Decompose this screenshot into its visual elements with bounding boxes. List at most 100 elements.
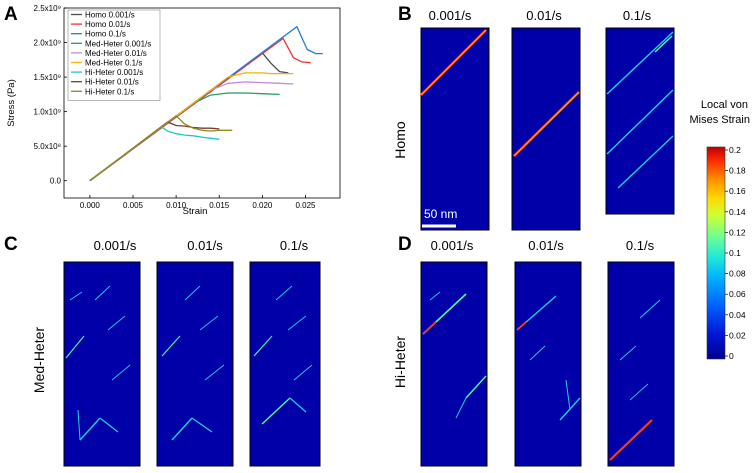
colorbar-title-line1: Local von [701,99,748,111]
y-tick-label: 2.5x10⁹ [34,4,61,13]
snapshot-homo-0001 [420,27,490,231]
legend-entry: Med-Heter 0.001/s [85,39,151,48]
legend-entry: Med-Heter 0.01/s [85,49,147,58]
slip-line [629,383,649,401]
slip-line [275,285,293,301]
panel-label-d: D [398,234,412,255]
shear-band [606,89,674,155]
y-tick-label: 2.0x10⁹ [34,39,61,48]
x-tick-label: 0.020 [252,201,273,210]
colorbar-ticks: 0.2 0.18 0.16 0.14 0.12 0.1 0.08 0.06 0.04 0.02 0 [725,145,746,361]
series-line [89,115,233,182]
slip-line [111,364,131,381]
row-label-homo: Homo [392,121,408,159]
legend-entry: Med-Heter 0.1/s [85,59,142,68]
colorbar-title-line2: Mises Strain [689,114,750,126]
colorbar-gradient [706,146,726,360]
scale-bar-label: 50 nm [424,207,457,221]
series-line [89,72,294,182]
shear-band [617,135,674,189]
rate-label-d-2: 0.01/s [528,238,564,253]
series-line [89,126,220,182]
slip-line [639,299,661,319]
colorbar-tick-label: 0.14 [729,207,746,217]
colorbar-tick-label: 0.12 [729,227,746,237]
axes: 0.000 0.005 0.010 0.015 0.020 0.025 0.0 5.0x10⁸… [34,4,317,210]
snapshot-med-0001 [63,261,141,467]
colorbar-tick-label: 0.08 [729,269,746,279]
slip-line [171,417,193,441]
legend-box [67,9,161,101]
legend-entry: Hi-Heter 0.001/s [85,68,143,77]
x-axis-label: Strain [183,206,208,217]
y-tick-label: 0.0 [50,177,62,186]
slip-line [289,397,307,413]
colorbar-tick-label: 0.04 [729,310,746,320]
colorbar-tick-label: 0.16 [729,186,746,196]
slip-line [69,291,83,301]
shear-band [609,419,653,461]
slip-line [529,345,546,361]
colorbar: Local von Mises Strain 0.20.180.160.140.… [689,99,750,361]
colorbar-tick-label: 0.02 [729,330,746,340]
snapshot-homo-01 [605,27,675,215]
slip-line [94,285,111,301]
panel-label-c: C [4,234,18,255]
y-axis-label: Stress (Pa) [6,79,17,127]
shear-band-core [420,29,487,96]
rate-label-c-3: 0.1/s [280,238,309,253]
snapshot-hi-001 [514,261,582,467]
shear-band [465,375,487,399]
slip-line [455,397,467,419]
snapshot-hi-0001 [420,261,488,467]
plot-frame [63,7,341,199]
slip-line [79,417,101,441]
colorbar-tick-label: 0 [729,351,734,361]
y-tick-label: 1.0x10⁹ [34,108,61,117]
slip-line [204,364,225,381]
slip-line [287,315,307,331]
row-label-hi-heter: Hi-Heter [392,336,408,388]
slip-line [199,315,219,331]
legend-entry: Hi-Heter 0.1/s [85,87,134,96]
snapshot-med-01 [249,261,321,467]
series-line [89,37,311,182]
slip-line [293,364,313,381]
x-tick-label: 0.015 [209,201,230,210]
rate-label-b-3: 0.1/s [623,8,652,23]
rate-label-d-3: 0.1/s [626,238,655,253]
panel-label-a: A [4,4,18,25]
rate-label-b-1: 0.001/s [429,8,472,23]
x-tick-label: 0.005 [123,201,144,210]
series-line [89,121,220,182]
legend-entry: Hi-Heter 0.01/s [85,78,139,87]
rate-label-b-2: 0.01/s [526,8,562,23]
slip-line [253,335,273,357]
slip-line [65,335,85,359]
slip-line [261,397,291,425]
series-line [89,92,280,182]
shear-band-core [513,91,580,157]
snapshot-homo-001 [511,27,581,231]
legend-entry: Homo 0.001/s [85,11,135,20]
snapshot-med-001 [156,261,234,467]
y-tick-label: 1.5x10⁹ [34,73,61,82]
series-line [89,26,323,182]
slip-line [191,417,213,433]
x-tick-label: 0.000 [80,201,101,210]
colorbar-tick-label: 0.18 [729,166,746,176]
colorbar-tick-label: 0.06 [729,289,746,299]
rate-label-c-1: 0.001/s [94,238,137,253]
strain-features [65,29,674,461]
slip-line [429,291,441,301]
legend-entry: Homo 0.1/s [85,30,126,39]
stress-strain-chart: 0.000 0.005 0.010 0.015 0.020 0.025 0.0 5.0x10⁸… [6,4,341,217]
series-lines [89,26,323,182]
rate-label-c-2: 0.01/s [187,238,223,253]
legend-entry: Homo 0.01/s [85,20,130,29]
panel-label-b: B [398,4,412,25]
snapshot-hi-01 [607,261,675,467]
slip-line [161,335,181,357]
